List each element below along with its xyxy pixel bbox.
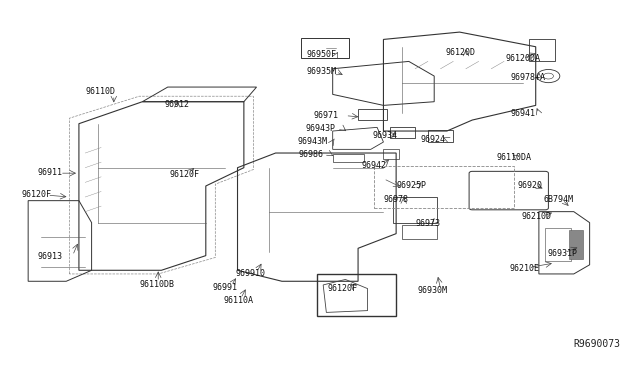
Bar (403, 225, 437, 239)
Bar (301, 38, 349, 58)
Text: 96931P: 96931P (547, 249, 577, 258)
Text: 96924: 96924 (420, 135, 445, 144)
Bar (545, 228, 571, 261)
Text: 96925P: 96925P (396, 181, 426, 190)
Text: 96110D: 96110D (85, 87, 115, 96)
Bar (393, 197, 437, 223)
Bar (317, 274, 396, 316)
Text: 96942: 96942 (361, 161, 386, 170)
Bar (428, 130, 453, 142)
Text: 96943M: 96943M (298, 137, 328, 146)
Text: R9690073: R9690073 (574, 339, 621, 349)
Text: 96120F: 96120F (22, 190, 52, 199)
Text: 96110A: 96110A (223, 296, 253, 305)
Text: 96120F: 96120F (169, 170, 199, 179)
Text: 96986: 96986 (298, 150, 323, 159)
Text: 96912: 96912 (164, 100, 189, 109)
Text: 96110DB: 96110DB (139, 280, 174, 289)
Bar (374, 166, 513, 208)
Text: 96941: 96941 (510, 109, 535, 118)
Text: 96978+A: 96978+A (510, 73, 545, 82)
Text: 96110DA: 96110DA (497, 153, 531, 162)
Text: 96930M: 96930M (418, 286, 448, 295)
Text: 96920: 96920 (518, 181, 543, 190)
Text: 96913: 96913 (38, 252, 63, 261)
Text: 96971: 96971 (314, 111, 339, 120)
Text: 96935M: 96935M (306, 67, 336, 76)
Text: 96934: 96934 (372, 131, 397, 140)
Text: 96978: 96978 (383, 195, 408, 205)
Text: 96943P: 96943P (305, 124, 335, 133)
Bar (333, 154, 364, 162)
Bar (383, 149, 399, 158)
Text: 96991: 96991 (212, 283, 237, 292)
Text: 6B794M: 6B794M (543, 195, 573, 205)
Bar (570, 230, 583, 259)
Bar (390, 127, 415, 138)
Bar (358, 109, 387, 120)
Text: 96911: 96911 (38, 167, 63, 177)
Text: 96950F: 96950F (306, 50, 336, 59)
Text: 969910: 969910 (236, 269, 266, 278)
Text: 96210D: 96210D (522, 212, 552, 221)
Text: 96210E: 96210E (509, 264, 539, 273)
Text: 96120DA: 96120DA (506, 54, 541, 63)
Text: 96120F: 96120F (328, 284, 358, 293)
Text: 96973: 96973 (415, 218, 440, 228)
Text: 96120D: 96120D (445, 48, 476, 58)
